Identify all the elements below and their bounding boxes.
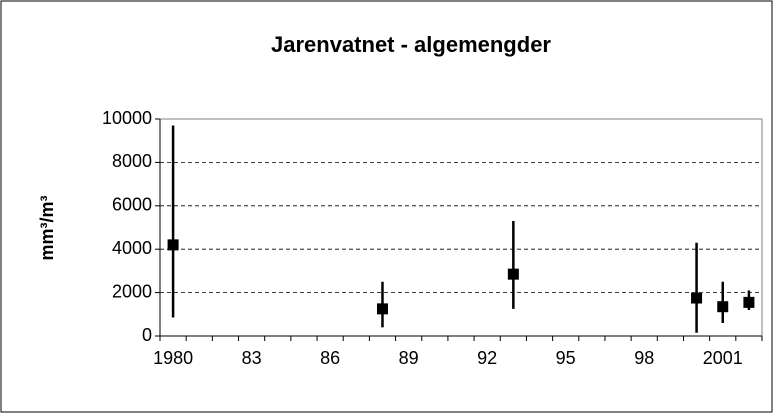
mean-marker bbox=[717, 301, 729, 313]
x-tick-label: 98 bbox=[634, 348, 654, 368]
chart-title: Jarenvatnet - algemengder bbox=[271, 32, 551, 57]
x-tick-label: 89 bbox=[399, 348, 419, 368]
x-tick-label: 86 bbox=[320, 348, 340, 368]
mean-marker bbox=[507, 268, 519, 280]
mean-marker bbox=[167, 239, 179, 251]
mean-marker bbox=[743, 296, 755, 308]
y-tick-label: 6000 bbox=[112, 195, 152, 215]
y-tick-label: 8000 bbox=[112, 151, 152, 171]
y-tick-label: 4000 bbox=[112, 238, 152, 258]
y-tick-label: 0 bbox=[142, 325, 152, 345]
x-tick-label: 1980 bbox=[153, 348, 193, 368]
y-tick-label: 2000 bbox=[112, 281, 152, 301]
x-tick-label: 2001 bbox=[703, 348, 743, 368]
mean-marker bbox=[376, 303, 388, 315]
mean-marker bbox=[691, 292, 703, 304]
x-tick-label: 95 bbox=[556, 348, 576, 368]
y-tick-label: 10000 bbox=[102, 108, 152, 128]
x-tick-label: 83 bbox=[242, 348, 262, 368]
x-tick-label: 92 bbox=[477, 348, 497, 368]
y-axis-label: mm³/m³ bbox=[37, 195, 57, 260]
